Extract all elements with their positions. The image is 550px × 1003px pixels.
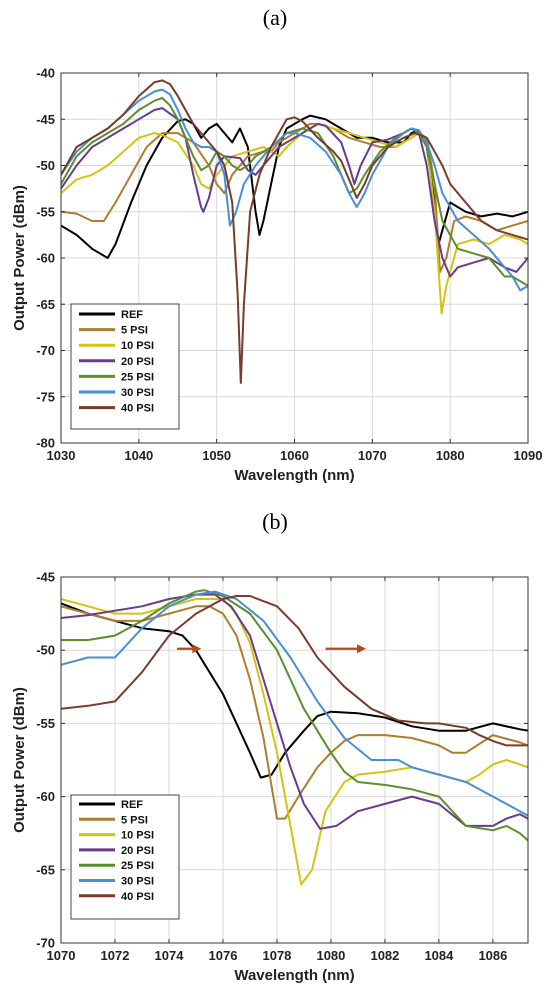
panel-a-legend-label-30-psi: 30 PSI <box>121 387 154 399</box>
panel-a-series-group <box>61 79 528 384</box>
panel-a-y-tick-label: -60 <box>36 251 55 266</box>
panel-b-legend-label-5-psi: 5 PSI <box>121 814 148 826</box>
panel-a-x-tick-label: 1080 <box>436 448 465 463</box>
panel-b-legend-box <box>70 794 180 920</box>
panel-b-legend-label-ref: REF <box>121 799 143 811</box>
panel-b-legend-label-10-psi: 10 PSI <box>121 830 154 842</box>
panel-b-legend-label-40-psi: 40 PSI <box>121 891 154 903</box>
panel-a-y-tick-label: -75 <box>36 389 55 404</box>
panel-a-legend: REF 5 PSI 10 PSI 20 PSI 25 PSI 30 PSI 40 PSI <box>70 303 180 430</box>
panel-b-y-axis-title: Output Power (dBm) <box>11 687 28 833</box>
panel-b-y-tick-label: -50 <box>36 643 55 658</box>
panel-a-series-10-psi <box>61 122 528 315</box>
panel-b-x-tick-label: 1070 <box>47 948 76 963</box>
panel-a-x-tick-label: 1030 <box>47 448 76 463</box>
panel-a-y-tick-label: -50 <box>36 158 55 173</box>
panel-b-y-tick-label: -60 <box>36 789 55 804</box>
panel-b-frame <box>60 576 529 944</box>
panel-b-x-tick-label: 1078 <box>262 948 291 963</box>
panel-a-chart: (a) 1030 1040 1050 1060 1070 1080 1090 -80 -75 -70… <box>11 5 542 484</box>
panel-b-x-axis-title: Wavelength (nm) <box>234 967 354 984</box>
panel-a-legend-box <box>70 303 180 430</box>
panel-b-x-tick-label: 1082 <box>370 948 399 963</box>
panel-b-legend-label-30-psi: 30 PSI <box>121 876 154 888</box>
panel-a-x-tick-label: 1040 <box>124 448 153 463</box>
panel-a-legend-label-25-psi: 25 PSI <box>121 371 154 383</box>
panel-a-legend-label-10-psi: 10 PSI <box>121 340 154 352</box>
panel-a-legend-label-20-psi: 20 PSI <box>121 356 154 368</box>
panel-b-x-tick-label: 1074 <box>155 948 185 963</box>
panel-a-legend-label-40-psi: 40 PSI <box>121 403 154 415</box>
panel-b-series-30-psi <box>61 590 528 817</box>
panel-b-arrow-head <box>192 644 202 654</box>
panel-a-x-tick-label: 1050 <box>202 448 231 463</box>
panel-b-series-25-psi <box>61 589 528 842</box>
panel-a-y-tick-label: -45 <box>36 112 55 127</box>
panel-a-series-20-psi <box>61 107 528 278</box>
panel-b-y-tick-label: -45 <box>36 570 55 585</box>
panel-b-y-tick-label: -65 <box>36 862 55 877</box>
panel-a-legend-label-ref: REF <box>121 309 143 321</box>
panel-b-x-tick-label: 1086 <box>478 948 507 963</box>
panel-b-x-tick-label: 1076 <box>209 948 238 963</box>
panel-a-y-tick-label: -40 <box>36 66 55 81</box>
panel-b-y-tick-label: -55 <box>36 716 55 731</box>
panel-b-legend: REF 5 PSI 10 PSI 20 PSI 25 PSI 30 PSI 40 PSI <box>70 794 180 920</box>
panel-b-label: (b) <box>262 509 288 534</box>
panel-b-series-group <box>61 589 528 886</box>
panel-a-y-tick-label: -80 <box>36 436 55 451</box>
panel-b-legend-label-20-psi: 20 PSI <box>121 845 154 857</box>
panel-b-x-tick-label: 1072 <box>101 948 130 963</box>
panel-b-series-40-psi <box>61 595 528 747</box>
panel-b-legend-label-25-psi: 25 PSI <box>121 860 154 872</box>
panel-b-series-5-psi <box>61 605 528 820</box>
panel-a-y-tick-label: -65 <box>36 297 55 312</box>
panel-a-x-tick-label: 1060 <box>280 448 309 463</box>
panel-a-x-tick-label: 1070 <box>358 448 387 463</box>
panel-b-arrow-head <box>357 644 367 654</box>
panel-a-legend-label-5-psi: 5 PSI <box>121 325 148 337</box>
panel-a-series-30-psi <box>61 88 528 292</box>
panel-a-x-tick-label: 1090 <box>514 448 543 463</box>
panel-b-x-tick-label: 1080 <box>316 948 345 963</box>
panel-a-y-tick-label: -55 <box>36 204 55 219</box>
panel-a-y-axis-title: Output Power (dBm) <box>11 185 28 331</box>
panel-b-chart: (b) 1070 1072 1074 1076 1078 1080 1082 1084 1086 -… <box>11 509 529 984</box>
panel-a-y-tick-label: -70 <box>36 343 55 358</box>
panel-b-y-tick-label: -70 <box>36 936 55 951</box>
panel-a-x-axis-title: Wavelength (nm) <box>234 467 354 484</box>
panel-a-series-40-psi <box>61 79 528 384</box>
panel-b-series-ref <box>61 602 528 779</box>
panel-a-label: (a) <box>263 5 287 30</box>
panel-b-x-tick-label: 1084 <box>424 948 454 963</box>
